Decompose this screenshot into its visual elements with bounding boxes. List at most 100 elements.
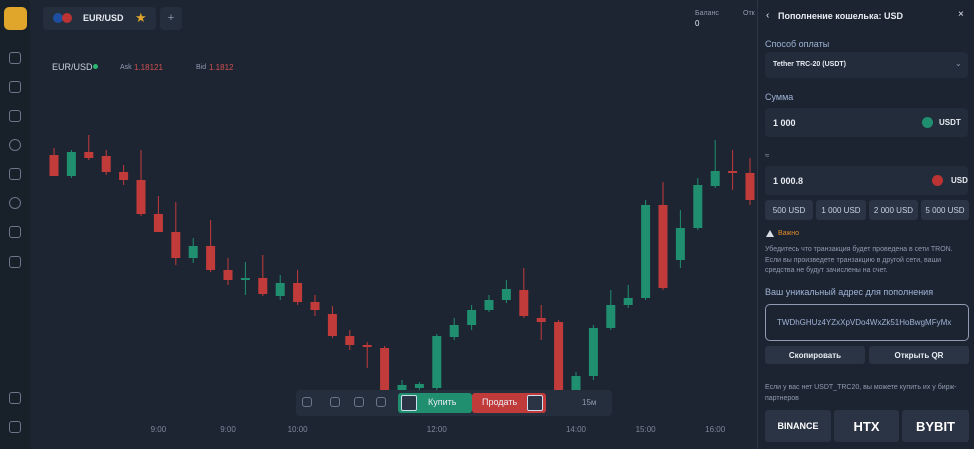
x-tick-label: 9:00 bbox=[151, 425, 167, 434]
tool-icon[interactable] bbox=[330, 397, 340, 407]
candle-body bbox=[571, 376, 581, 390]
candle-body bbox=[101, 156, 111, 172]
logo[interactable] bbox=[4, 7, 27, 30]
ask: 1.18121 bbox=[134, 63, 163, 72]
candle-body bbox=[66, 152, 76, 176]
candle-body bbox=[414, 384, 424, 388]
candle-body bbox=[380, 348, 390, 392]
add-tab[interactable]: + bbox=[160, 7, 182, 30]
sell-button[interactable]: Продать bbox=[472, 393, 546, 413]
warning-icon bbox=[766, 230, 774, 237]
sell-icon bbox=[527, 395, 543, 411]
candle-body bbox=[119, 172, 129, 180]
warning-text: Убедитесь что транзакция будет проведена… bbox=[765, 246, 953, 274]
candle-body bbox=[327, 314, 337, 336]
candle-body bbox=[206, 246, 216, 270]
candle-body bbox=[658, 205, 668, 288]
partners-text: Если у вас нет USDT_TRC20, вы можете куп… bbox=[765, 384, 957, 402]
flag bbox=[53, 13, 63, 23]
x-tick-label: 16:00 bbox=[705, 425, 726, 434]
preset[interactable]: 1 000 USD bbox=[816, 200, 866, 220]
candle-body bbox=[710, 171, 720, 186]
candle-body bbox=[240, 278, 250, 280]
candle-body bbox=[223, 270, 233, 280]
approx: ≈ bbox=[765, 151, 770, 160]
converted: 1 000.8 bbox=[773, 176, 804, 186]
candle-body bbox=[675, 228, 685, 260]
nav-icon[interactable] bbox=[9, 392, 21, 404]
nav-icon[interactable] bbox=[9, 197, 21, 209]
tool-icon[interactable] bbox=[354, 397, 364, 407]
partner[interactable]: BINANCE bbox=[765, 410, 831, 442]
chart: 9:00 9:00 10:00 12:00 14:00 15:00 16:00 bbox=[30, 0, 757, 449]
balance-label: Баланс bbox=[695, 10, 719, 17]
chart-bg bbox=[30, 0, 757, 449]
preset[interactable]: 500 USD bbox=[765, 200, 813, 220]
live-dot bbox=[93, 64, 98, 69]
star[interactable]: ★ bbox=[135, 10, 147, 25]
address-box[interactable]: TWDhGHUz4YZxXpVDo4WxZk51HoBwgMFyMx bbox=[765, 304, 969, 341]
timeframe[interactable]: 15м bbox=[582, 398, 597, 407]
candle-body bbox=[171, 232, 181, 258]
copy-button[interactable]: Скопировать bbox=[765, 346, 865, 364]
partner[interactable]: HTX bbox=[834, 410, 899, 442]
chart-title: EUR/USD bbox=[52, 62, 93, 72]
back[interactable]: ‹ bbox=[766, 10, 770, 21]
balance: 0 bbox=[695, 19, 700, 28]
nav-icon[interactable] bbox=[9, 256, 21, 268]
partner[interactable]: BYBIT bbox=[902, 410, 969, 442]
candle-body bbox=[536, 318, 546, 322]
tool-icon[interactable] bbox=[302, 397, 312, 407]
close[interactable]: × bbox=[958, 9, 964, 20]
address: TWDhGHUz4YZxXpVDo4WxZk51HoBwgMFyMx bbox=[777, 318, 952, 327]
candle-body bbox=[345, 336, 355, 345]
address-label: Ваш уникальный адрес для пополнения bbox=[765, 287, 934, 297]
toolbar: Купить Продать 15м bbox=[296, 390, 612, 416]
x-tick-label: 9:00 bbox=[220, 425, 236, 434]
candle-body bbox=[49, 155, 59, 176]
converted-input: 1 000.8 USD bbox=[765, 166, 968, 195]
candle-body bbox=[397, 385, 407, 392]
buy-icon bbox=[401, 395, 417, 411]
method: Tether TRC-20 (USDT) bbox=[773, 61, 846, 68]
candle-body bbox=[501, 289, 511, 300]
nav-icon[interactable] bbox=[9, 110, 21, 122]
usd-flag bbox=[932, 175, 943, 186]
nav-icon[interactable] bbox=[9, 139, 21, 151]
nav-icon[interactable] bbox=[9, 168, 21, 180]
sell-label: Продать bbox=[482, 397, 518, 407]
asset-tab[interactable]: EUR/USD ★ bbox=[43, 7, 156, 30]
candle-body bbox=[432, 336, 442, 388]
nav-icon[interactable] bbox=[9, 421, 21, 433]
preset[interactable]: 5 000 USD bbox=[921, 200, 969, 220]
nav-icon[interactable] bbox=[9, 81, 21, 93]
flag bbox=[62, 13, 72, 23]
nav-icon[interactable] bbox=[9, 52, 21, 64]
amount-currency: USDT bbox=[939, 118, 961, 127]
amount: 1 000 bbox=[773, 118, 796, 128]
buy-label: Купить bbox=[428, 397, 457, 407]
candle-body bbox=[606, 305, 616, 328]
buy-button[interactable]: Купить bbox=[398, 393, 472, 413]
warning-title: Важно bbox=[778, 230, 800, 237]
converted-currency: USD bbox=[951, 176, 968, 185]
candle-body bbox=[84, 152, 94, 158]
amount-label: Сумма bbox=[765, 92, 794, 102]
candle-body bbox=[519, 290, 529, 316]
nav-icon[interactable] bbox=[9, 226, 21, 238]
candle-body bbox=[188, 246, 198, 258]
tool-icon[interactable] bbox=[376, 397, 386, 407]
candle-body bbox=[623, 298, 633, 305]
bid: 1.1812 bbox=[209, 63, 234, 72]
candle-body bbox=[258, 278, 268, 294]
candle-body bbox=[467, 310, 477, 325]
preset[interactable]: 2 000 USD bbox=[869, 200, 918, 220]
method-select[interactable]: Tether TRC-20 (USDT) ⌄ bbox=[765, 52, 968, 78]
amount-input[interactable]: 1 000 USDT bbox=[765, 108, 968, 137]
usdt-icon bbox=[922, 117, 933, 128]
candle-body bbox=[745, 173, 755, 200]
candle-body bbox=[153, 214, 163, 232]
candle-body bbox=[728, 171, 738, 173]
candle-body bbox=[310, 302, 320, 310]
qr-button[interactable]: Открыть QR bbox=[869, 346, 969, 364]
